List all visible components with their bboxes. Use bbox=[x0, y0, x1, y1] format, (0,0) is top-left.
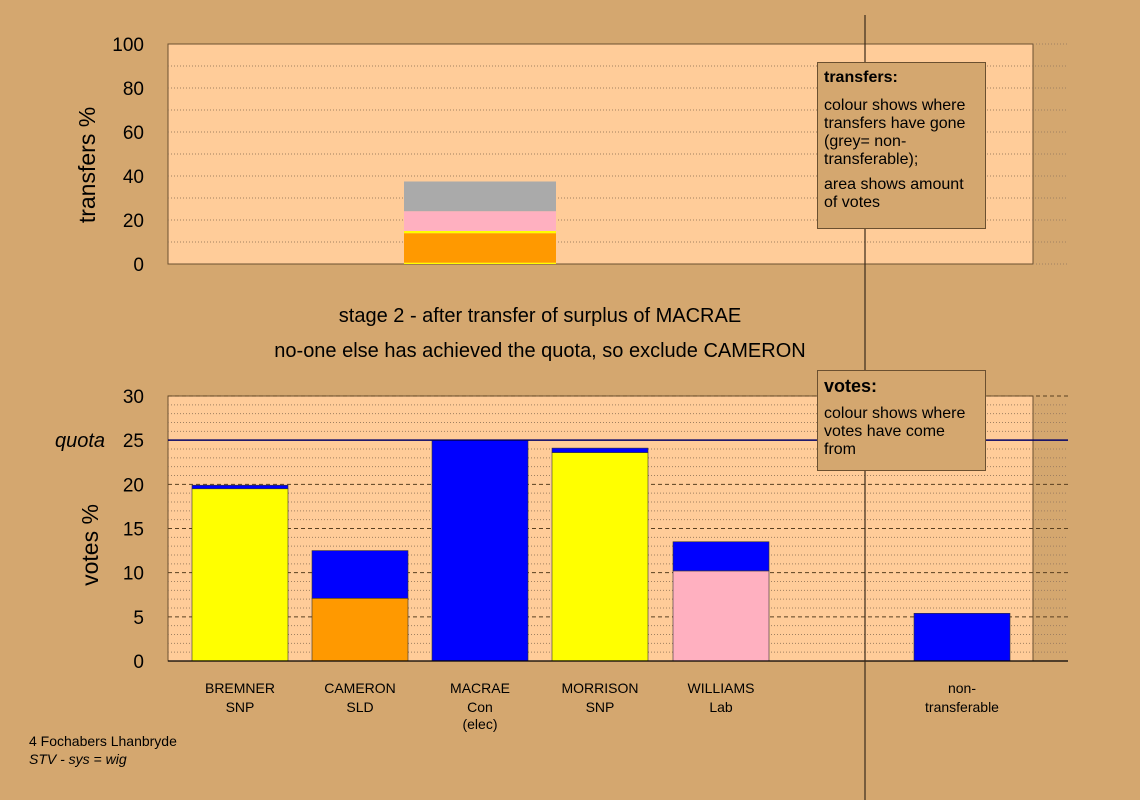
transfers-legend: transfers: colour shows where transfers … bbox=[817, 62, 986, 229]
category-label: transferable bbox=[925, 699, 999, 715]
votes-tick-label: 25 bbox=[123, 431, 144, 452]
category-party-label: Lab bbox=[709, 699, 733, 715]
category-name-label: CAMERON bbox=[324, 680, 396, 696]
category-note-label: (elec) bbox=[462, 716, 497, 732]
vote-bar-segment-morrison bbox=[551, 447, 649, 453]
stage-instruction: no-one else has achieved the quota, so e… bbox=[274, 340, 806, 362]
votes-tick-label: 15 bbox=[123, 520, 144, 541]
transfers-tick-label: 0 bbox=[133, 255, 144, 276]
vote-bar-segment-cameron bbox=[311, 550, 409, 599]
vote-bar-segment-williams bbox=[672, 570, 770, 662]
vote-bar-segment-williams bbox=[672, 541, 770, 572]
category-party-label: SNP bbox=[586, 699, 615, 715]
votes-tick-label: 5 bbox=[133, 608, 144, 629]
votes-legend-title: votes: bbox=[824, 376, 878, 396]
category-label: non- bbox=[948, 680, 976, 696]
transfers-legend-colour-text: colour shows where transfers have gone (… bbox=[824, 97, 966, 168]
transfer-segment-non-transferable bbox=[404, 181, 556, 212]
system-label: STV - sys = wig bbox=[29, 751, 127, 767]
transfers-tick-label: 40 bbox=[123, 167, 144, 188]
category-party-label: Con bbox=[467, 699, 493, 715]
vote-bar-segment-non-transferable bbox=[913, 612, 1011, 662]
votes-tick-label: 0 bbox=[133, 652, 144, 673]
transfers-legend-title: transfers: bbox=[824, 69, 898, 86]
vote-bar-segment-macrae bbox=[431, 439, 529, 662]
transfer-segment-lab bbox=[404, 211, 556, 231]
category-name-label: MORRISON bbox=[562, 680, 639, 696]
votes-tick-label: 20 bbox=[123, 475, 144, 496]
transfers-tick-label: 20 bbox=[123, 211, 144, 232]
vote-bar-segment-morrison bbox=[551, 452, 649, 662]
vote-bar-segment-bremner bbox=[191, 488, 289, 662]
transfers-legend-area-text: area shows amount of votes bbox=[824, 176, 964, 211]
transfers-tick-label: 100 bbox=[112, 35, 144, 56]
votes-axis-label: votes % bbox=[77, 504, 103, 586]
votes-legend: votes: colour shows where votes have com… bbox=[817, 370, 986, 471]
vote-bar-segment-bremner bbox=[191, 484, 289, 490]
transfers-tick-label: 60 bbox=[123, 123, 144, 144]
votes-tick-label: 30 bbox=[123, 387, 144, 408]
stage-description: stage 2 - after transfer of surplus of M… bbox=[338, 305, 742, 327]
votes-tick-label: 10 bbox=[123, 564, 144, 585]
category-party-label: SLD bbox=[346, 699, 373, 715]
transfer-segment-sld bbox=[404, 233, 556, 263]
transfer-segment-snp bbox=[404, 262, 556, 264]
transfer-segment-snp bbox=[404, 231, 556, 234]
category-name-label: WILLIAMS bbox=[688, 680, 755, 696]
ward-label: 4 Fochabers Lhanbryde bbox=[29, 733, 177, 749]
vote-bar-segment-cameron bbox=[311, 597, 409, 662]
category-name-label: MACRAE bbox=[450, 680, 510, 696]
category-name-label: BREMNER bbox=[205, 680, 275, 696]
votes-legend-colour-text: colour shows where votes have come from bbox=[824, 405, 966, 458]
transfers-axis-label: transfers % bbox=[74, 107, 100, 223]
transfers-tick-label: 80 bbox=[123, 79, 144, 100]
category-party-label: SNP bbox=[226, 699, 255, 715]
quota-label: quota bbox=[55, 430, 105, 452]
